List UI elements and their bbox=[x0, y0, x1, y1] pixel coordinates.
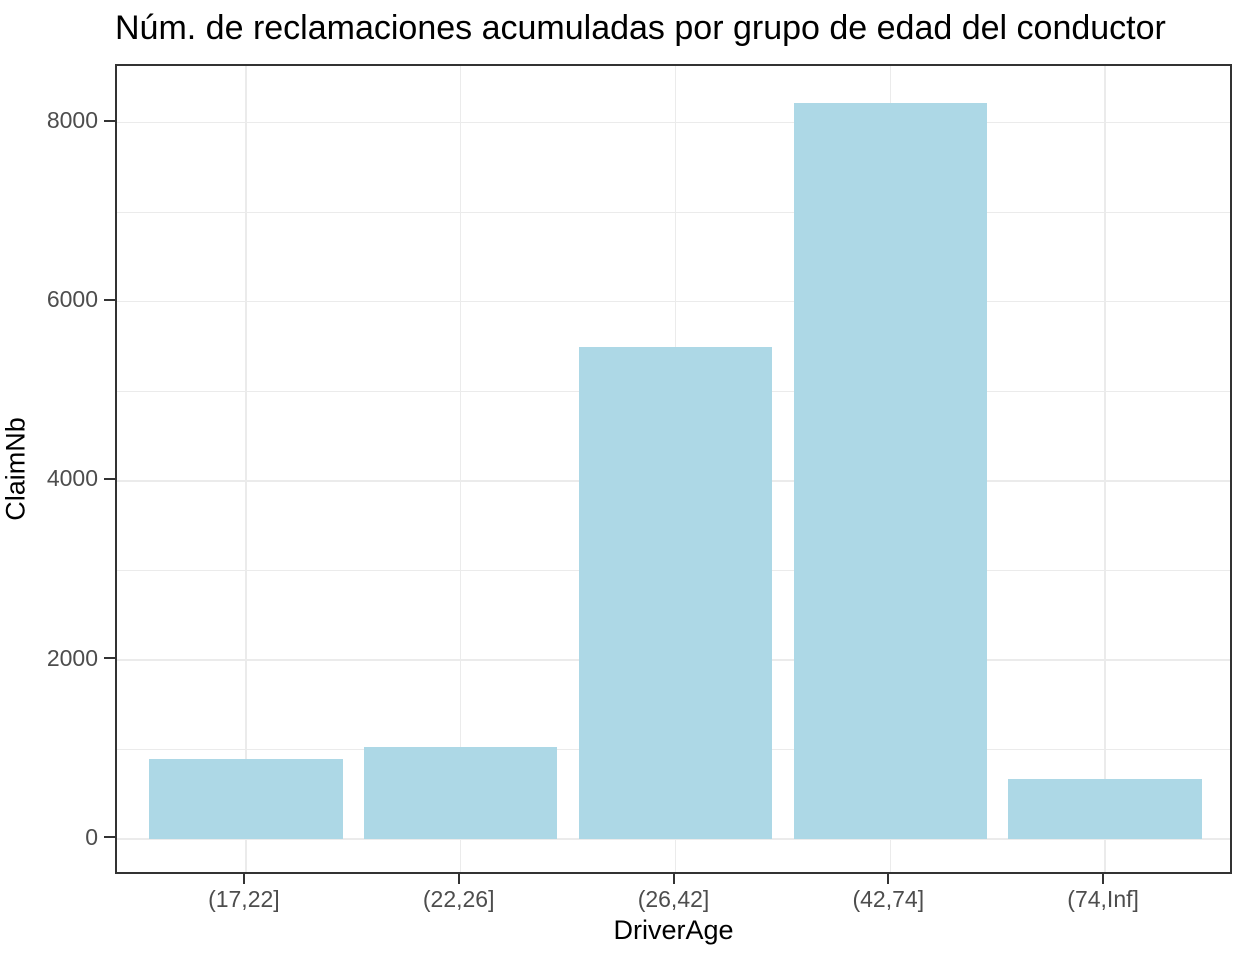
y-tick-label: 6000 bbox=[46, 286, 98, 313]
x-gridline-major bbox=[245, 66, 247, 872]
y-gridline-major bbox=[117, 838, 1230, 840]
y-gridline-major bbox=[117, 121, 1230, 124]
x-tick-mark bbox=[1102, 874, 1105, 884]
x-gridline-major bbox=[1104, 66, 1106, 872]
bar-(42,74] bbox=[793, 102, 987, 840]
bar-(26,42] bbox=[578, 347, 773, 840]
y-tick-label: 8000 bbox=[46, 107, 98, 134]
x-tick-mark bbox=[242, 874, 245, 884]
x-tick-label: (17,22] bbox=[208, 886, 280, 912]
x-tick-mark bbox=[887, 874, 890, 884]
y-tick-mark bbox=[104, 119, 115, 122]
y-tick-label: 4000 bbox=[46, 465, 98, 492]
y-gridline-major bbox=[117, 300, 1230, 303]
y-tick-mark bbox=[104, 657, 115, 660]
x-tick-label: (26,42] bbox=[637, 886, 710, 912]
bar-(17,22] bbox=[149, 759, 343, 840]
y-tick-mark bbox=[104, 836, 115, 839]
x-tick-label: (22,26] bbox=[422, 886, 495, 912]
x-tick-mark bbox=[457, 874, 460, 884]
x-axis-title: DriverAge bbox=[613, 915, 734, 945]
y-tick-mark bbox=[104, 477, 115, 480]
y-axis-title: ClaimNb bbox=[0, 417, 31, 521]
x-gridline-major bbox=[459, 66, 462, 872]
bar-(74,Inf] bbox=[1008, 779, 1202, 840]
y-tick-label: 2000 bbox=[46, 644, 98, 671]
y-tick-mark bbox=[104, 298, 115, 301]
x-tick-label: (74,Inf] bbox=[1067, 886, 1139, 912]
x-tick-mark bbox=[672, 874, 675, 884]
y-gridline-minor bbox=[117, 211, 1230, 213]
plot-area bbox=[117, 66, 1230, 872]
chart-title: Núm. de reclamaciones acumuladas por gru… bbox=[115, 9, 1166, 47]
plot-panel bbox=[115, 64, 1232, 874]
y-tick-label: 0 bbox=[85, 823, 98, 850]
bar-(22,26] bbox=[364, 746, 558, 840]
x-tick-label: (42,74] bbox=[852, 886, 925, 912]
